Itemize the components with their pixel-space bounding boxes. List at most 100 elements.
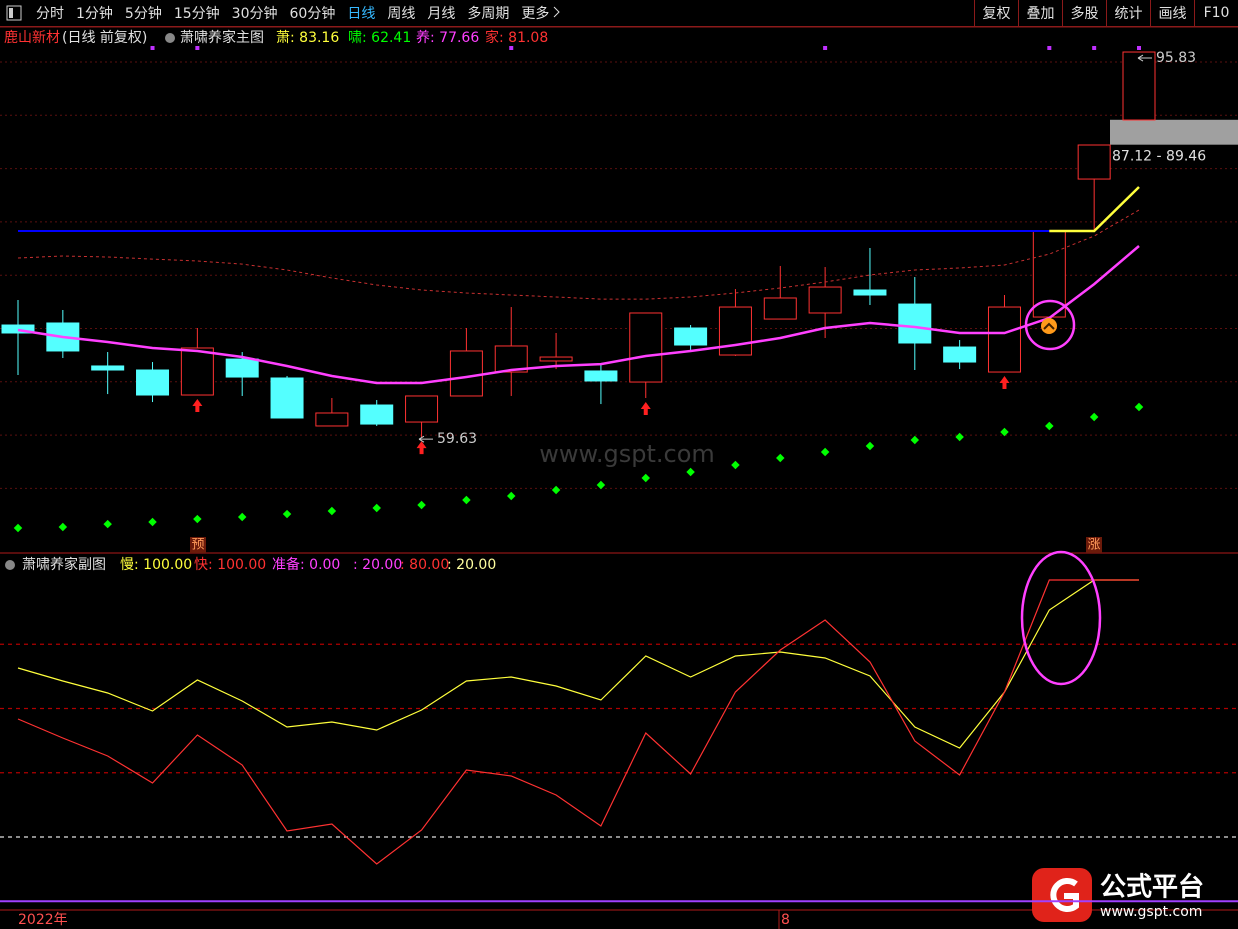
watermark: www.gspt.com (539, 440, 715, 468)
signal-dot (1045, 421, 1054, 431)
signal-dot (103, 519, 112, 529)
chevron (553, 6, 561, 18)
candle-body (225, 358, 259, 378)
candle-body (853, 289, 887, 296)
legend-item: 萧: 83.16 (276, 30, 339, 46)
buy-arrow (999, 376, 1010, 390)
top-marker (195, 46, 200, 50)
period-bar: 分时 1分钟 5分钟 15分钟 30分钟 60分钟 日线 周线 月线 多周期 更多 (26, 3, 568, 23)
signal-dot (776, 453, 785, 463)
icon-frame (6, 5, 22, 21)
signal-dot (327, 506, 337, 516)
chart-mode: (日线 前复权) (62, 29, 147, 46)
candle-body (180, 347, 214, 396)
legend-item: : 80.00 (400, 557, 449, 573)
signal-dot (462, 495, 471, 505)
signal-dot (641, 473, 651, 483)
signal-dot (596, 480, 606, 490)
signal-box (190, 537, 206, 553)
candle-body (718, 306, 752, 356)
logo-glyph (1050, 878, 1079, 912)
icon-fill (9, 8, 13, 18)
series-line (17, 579, 1139, 749)
candle-body (987, 306, 1021, 373)
main-indicator: 萧啸养家主图 (180, 29, 264, 46)
period-button[interactable]: 分时 (36, 6, 64, 22)
candle-body (808, 286, 842, 314)
indicator-icon (165, 33, 175, 43)
period-button[interactable]: 30分钟 (231, 6, 278, 22)
signal-dot (13, 523, 23, 533)
signal-dot (551, 485, 561, 495)
signal-box (1086, 537, 1102, 553)
candle-body (405, 395, 439, 423)
series-line (17, 579, 1139, 865)
candle-body (539, 356, 573, 362)
candle-body (1077, 144, 1111, 180)
signal-dot (820, 447, 830, 457)
candle-body (1, 324, 35, 334)
highlight-ellipse (1020, 550, 1102, 686)
top-marker (1092, 46, 1097, 50)
tool-button[interactable]: 叠加 (1018, 0, 1062, 26)
signal-dot (910, 435, 920, 445)
candle-body (584, 370, 618, 382)
top-marker (1047, 46, 1052, 50)
legend-item: : 20.00 (447, 557, 496, 573)
legend-item: 快: 100.00 (194, 557, 266, 573)
menu-icon[interactable] (4, 2, 26, 24)
series-line (17, 209, 1140, 300)
signal-icon (1041, 318, 1057, 334)
signal-dot (1089, 412, 1099, 422)
band-label: 87.12 - 89.46 (1112, 149, 1206, 165)
buy-arrow (192, 399, 203, 413)
series-line (17, 245, 1140, 385)
legend-item: 啸: 62.41 (348, 30, 411, 46)
logo-icon (1032, 868, 1092, 922)
candle-body (270, 377, 304, 419)
signal-dot (1134, 402, 1144, 412)
indicator-icon (5, 560, 15, 570)
tool-bar: 复权 叠加 多股 统计 画线 F10 (974, 0, 1238, 26)
annotation-label: 95.83 (1156, 50, 1196, 66)
candle-body (898, 303, 932, 344)
period-button[interactable]: 60分钟 (289, 6, 336, 22)
period-button[interactable]: 多周期 (467, 6, 510, 22)
signal-label: 涨 (1087, 538, 1100, 553)
sub-indicator: 萧啸养家副图 (22, 556, 106, 573)
tool-button[interactable]: 复权 (974, 0, 1018, 26)
top-marker (823, 46, 828, 50)
signal-icon-mark (1043, 322, 1055, 330)
legend-item: 养: 77.66 (416, 30, 479, 46)
signal-dot (193, 514, 202, 524)
period-button[interactable]: 1分钟 (76, 6, 113, 22)
candle-body (360, 404, 394, 425)
period-button[interactable]: 15分钟 (173, 6, 220, 22)
time-label: 2022年 (18, 912, 68, 928)
candle-body (136, 369, 170, 396)
tool-button[interactable]: F10 (1194, 0, 1238, 26)
chevron-path (553, 6, 561, 18)
annotation-label: 59.63 (437, 431, 477, 447)
legend-item: : 20.00 (353, 557, 402, 573)
candle-body (315, 412, 349, 427)
candle-body (1122, 51, 1156, 121)
period-button[interactable]: 日线 (347, 6, 376, 22)
highlight-circle (1024, 299, 1076, 351)
time-label: 8 (781, 912, 790, 928)
candle-body (763, 297, 797, 320)
tool-button[interactable]: 统计 (1106, 0, 1150, 26)
top-marker (509, 46, 514, 50)
signal-dot (237, 512, 247, 522)
period-button[interactable]: 5分钟 (124, 6, 162, 22)
signal-dot (1000, 427, 1009, 437)
period-button[interactable]: 周线 (387, 6, 416, 22)
period-button[interactable]: 月线 (427, 6, 456, 22)
tool-button[interactable]: 多股 (1062, 0, 1106, 26)
signal-dot (282, 509, 292, 519)
period-button[interactable]: 更多 (515, 3, 568, 23)
candle-body (943, 346, 977, 363)
candle-body (674, 327, 708, 346)
tool-button[interactable]: 画线 (1150, 0, 1194, 26)
